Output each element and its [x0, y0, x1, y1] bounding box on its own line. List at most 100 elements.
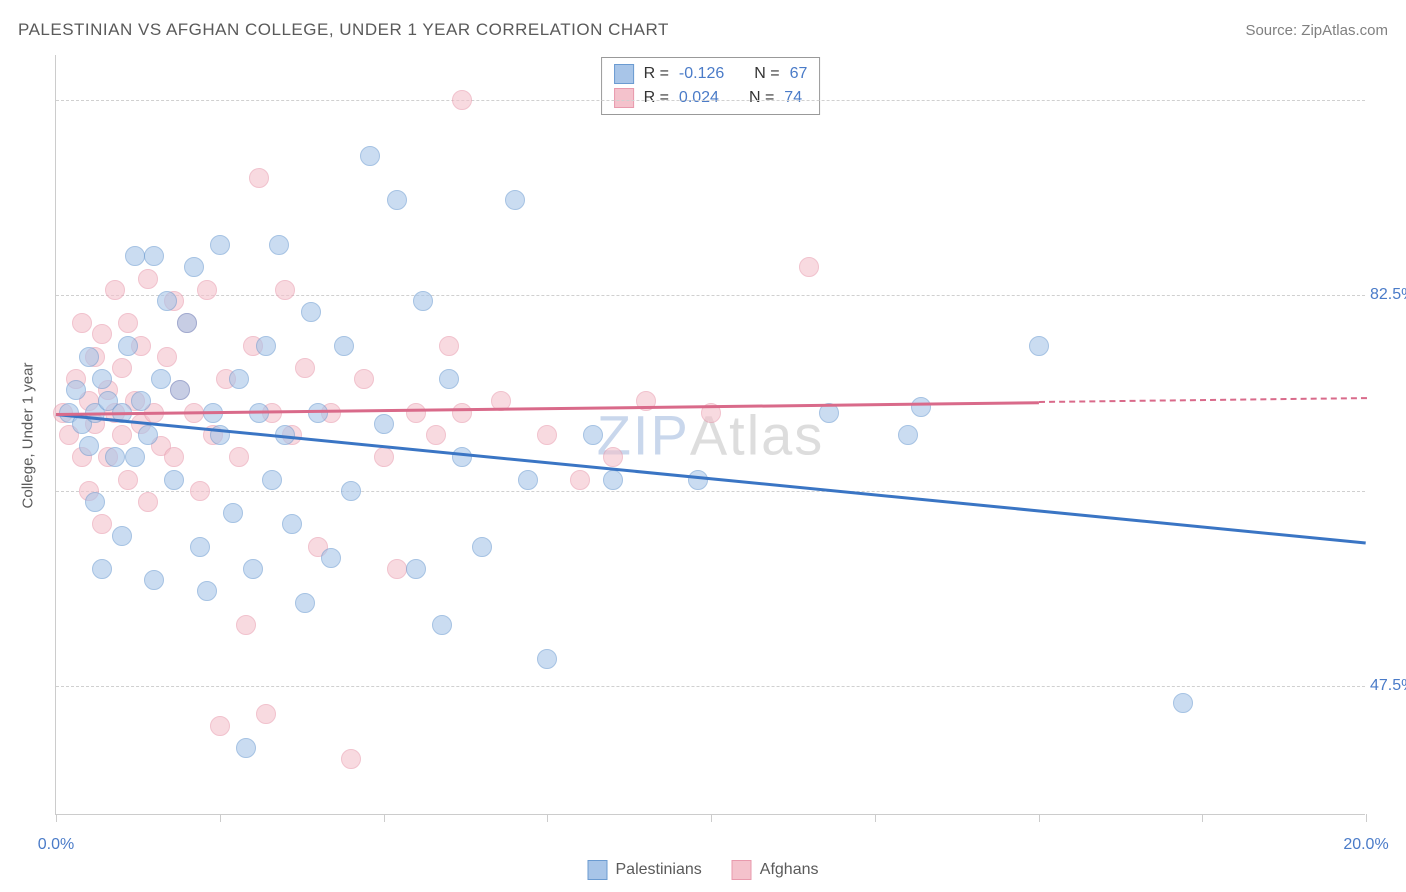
scatter-point [354, 369, 374, 389]
scatter-point [92, 559, 112, 579]
scatter-point [112, 425, 132, 445]
scatter-point [387, 559, 407, 579]
scatter-point [197, 280, 217, 300]
legend-label: Afghans [760, 861, 819, 879]
scatter-point [583, 425, 603, 445]
scatter-point [282, 514, 302, 534]
gridline [56, 100, 1365, 101]
scatter-point [537, 649, 557, 669]
n-label: N = [754, 65, 779, 83]
scatter-point [452, 90, 472, 110]
n-label: N = [749, 89, 774, 107]
scatter-point [387, 190, 407, 210]
stats-row: R =0.024N =74 [614, 86, 808, 110]
scatter-point [197, 581, 217, 601]
scatter-point [308, 403, 328, 423]
scatter-point [164, 470, 184, 490]
scatter-point [537, 425, 557, 445]
scatter-point [688, 470, 708, 490]
x-tick [1039, 814, 1040, 822]
scatter-point [190, 481, 210, 501]
scatter-point [406, 559, 426, 579]
scatter-point [1029, 336, 1049, 356]
scatter-point [105, 280, 125, 300]
x-tick [384, 814, 385, 822]
x-tick [56, 814, 57, 822]
scatter-point [92, 324, 112, 344]
scatter-point [426, 425, 446, 445]
x-tick [547, 814, 548, 822]
series-legend: Palestinians Afghans [588, 860, 819, 880]
scatter-point [295, 593, 315, 613]
scatter-point [210, 235, 230, 255]
x-tick-label: 20.0% [1343, 836, 1388, 854]
scatter-point [799, 257, 819, 277]
scatter-point [151, 369, 171, 389]
scatter-point [249, 168, 269, 188]
scatter-point [911, 397, 931, 417]
scatter-point [452, 403, 472, 423]
scatter-point [275, 280, 295, 300]
scatter-point [256, 704, 276, 724]
gridline [56, 491, 1365, 492]
legend-swatch [588, 860, 608, 880]
scatter-point [301, 302, 321, 322]
scatter-point [452, 447, 472, 467]
r-value: -0.126 [679, 65, 724, 83]
scatter-point [518, 470, 538, 490]
y-axis-title: College, Under 1 year [20, 362, 37, 508]
scatter-point [144, 570, 164, 590]
scatter-point [131, 391, 151, 411]
scatter-point [321, 548, 341, 568]
x-tick [711, 814, 712, 822]
x-tick-label: 0.0% [38, 836, 74, 854]
scatter-point [603, 447, 623, 467]
scatter-point [157, 347, 177, 367]
scatter-point [190, 537, 210, 557]
scatter-point [66, 380, 86, 400]
scatter-point [118, 336, 138, 356]
scatter-point [295, 358, 315, 378]
scatter-point [157, 291, 177, 311]
scatter-point [177, 313, 197, 333]
scatter-point [262, 470, 282, 490]
scatter-point [406, 403, 426, 423]
scatter-point [92, 514, 112, 534]
scatter-point [236, 615, 256, 635]
scatter-point [413, 291, 433, 311]
scatter-point [170, 380, 190, 400]
n-value: 67 [790, 65, 808, 83]
scatter-point [374, 414, 394, 434]
x-tick [875, 814, 876, 822]
scatter-point [125, 447, 145, 467]
scatter-point [229, 447, 249, 467]
scatter-point [164, 447, 184, 467]
legend-item: Palestinians [588, 860, 702, 880]
scatter-point [229, 369, 249, 389]
x-tick [220, 814, 221, 822]
source-label: Source: ZipAtlas.com [1245, 22, 1388, 39]
scatter-point [1173, 693, 1193, 713]
scatter-point [236, 738, 256, 758]
trend-line [1038, 397, 1366, 403]
scatter-point [256, 336, 276, 356]
scatter-point [138, 269, 158, 289]
stats-row: R = -0.126 N = 67 [614, 62, 808, 86]
scatter-point [341, 481, 361, 501]
scatter-point [184, 257, 204, 277]
scatter-point [138, 425, 158, 445]
scatter-point [92, 369, 112, 389]
scatter-point [570, 470, 590, 490]
y-axis-title-container: College, Under 1 year [18, 55, 38, 815]
scatter-point [269, 235, 289, 255]
n-value: 74 [784, 89, 802, 107]
legend-swatch [614, 64, 634, 84]
scatter-point [79, 436, 99, 456]
scatter-point [243, 559, 263, 579]
legend-swatch [614, 88, 634, 108]
legend-item: Afghans [732, 860, 819, 880]
scatter-point [334, 336, 354, 356]
r-label: R = [644, 65, 669, 83]
scatter-point [472, 537, 492, 557]
scatter-point [439, 336, 459, 356]
